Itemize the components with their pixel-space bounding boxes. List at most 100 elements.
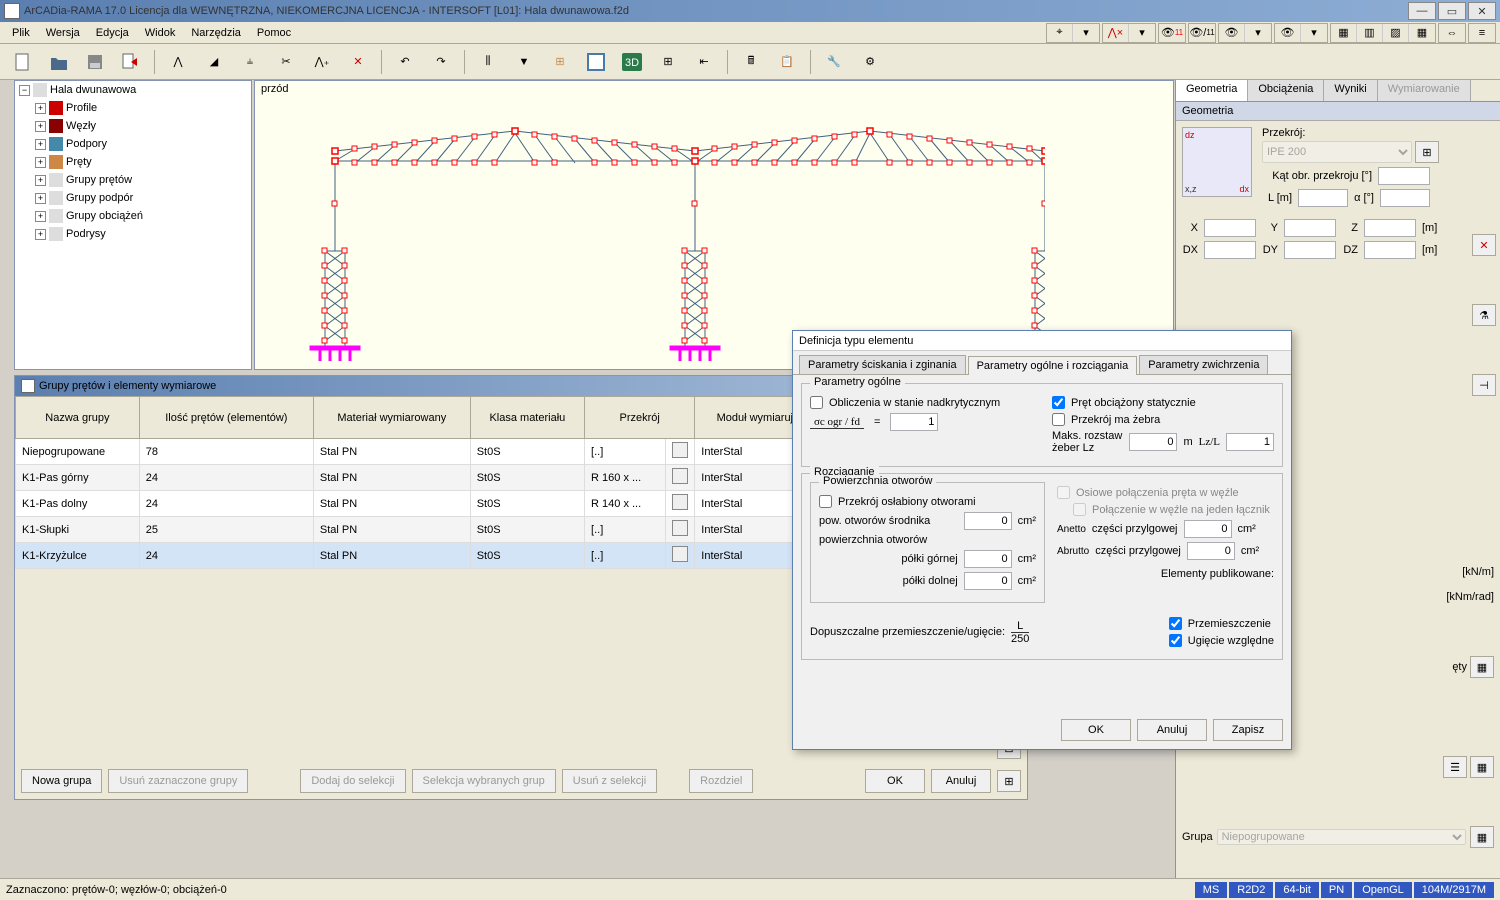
- nowa-grupa-button[interactable]: Nowa grupa: [21, 769, 102, 793]
- menu-narzedzia[interactable]: Narzędzia: [183, 25, 249, 41]
- delete-icon[interactable]: ✕: [343, 47, 373, 77]
- filter-icon[interactable]: ▼: [509, 47, 539, 77]
- node-tool-icon[interactable]: ⋀: [163, 47, 193, 77]
- tree-item-grupy-podpor[interactable]: +Grupy podpór: [31, 189, 251, 207]
- dropdown-icon[interactable]: ▾: [1073, 24, 1099, 42]
- menu-edycja[interactable]: Edycja: [88, 25, 137, 41]
- chk-ugiecie[interactable]: [1169, 634, 1182, 647]
- close-button[interactable]: ✕: [1468, 2, 1496, 20]
- tree-item-grupy-pretow[interactable]: +Grupy prętów: [31, 171, 251, 189]
- expand-icon[interactable]: +: [35, 193, 46, 204]
- rotation-input[interactable]: [1378, 167, 1430, 185]
- tab-ogolne[interactable]: Parametry ogólne i rozciągania: [968, 356, 1138, 375]
- dialog-ok-button[interactable]: OK: [1061, 719, 1131, 741]
- badge-opengl[interactable]: OpenGL: [1354, 882, 1412, 898]
- report-icon[interactable]: 📋: [772, 47, 802, 77]
- arrow-left-right-icon[interactable]: ⇔: [1439, 24, 1465, 42]
- table-icon[interactable]: [581, 47, 611, 77]
- collapse-icon[interactable]: −: [19, 85, 30, 96]
- badge-ms[interactable]: MS: [1195, 882, 1228, 898]
- menu-widok[interactable]: Widok: [137, 25, 184, 41]
- view-eye-3-icon[interactable]: 👁: [1219, 24, 1245, 42]
- dropdown-icon[interactable]: ▾: [1129, 24, 1155, 42]
- X-input[interactable]: [1204, 219, 1256, 237]
- structure-canvas[interactable]: przód: [254, 80, 1174, 370]
- more-icon[interactable]: ≡: [1469, 24, 1495, 42]
- view-eye-1-icon[interactable]: 👁11: [1159, 24, 1185, 42]
- formula-input[interactable]: [890, 413, 938, 431]
- chk-pret-stat[interactable]: [1052, 396, 1065, 409]
- DY-input[interactable]: [1284, 241, 1336, 259]
- grupa-button[interactable]: ▦: [1470, 826, 1494, 848]
- 3d-view-icon[interactable]: 3D: [617, 47, 647, 77]
- rozdziel-button[interactable]: Rozdziel: [689, 769, 753, 793]
- grid-a-icon[interactable]: ▦: [1331, 24, 1357, 42]
- ety-button[interactable]: ▦: [1470, 656, 1494, 678]
- przekroj-select[interactable]: IPE 200: [1262, 141, 1412, 163]
- row-section-button[interactable]: [672, 468, 688, 484]
- expand-icon[interactable]: +: [35, 157, 46, 168]
- polka-gorna-input[interactable]: [964, 550, 1012, 568]
- chk-oslab[interactable]: [819, 495, 832, 508]
- srodnik-input[interactable]: [964, 512, 1012, 530]
- row-section-button[interactable]: [672, 494, 688, 510]
- settings-icon[interactable]: 🔧: [819, 47, 849, 77]
- support-tool-icon[interactable]: ⫨: [235, 47, 265, 77]
- abrutto-input[interactable]: [1187, 542, 1235, 560]
- col-material[interactable]: Materiał wymiarowany: [313, 397, 470, 439]
- view-eye-2-icon[interactable]: 👁/11: [1189, 24, 1215, 42]
- polka-dolna-input[interactable]: [964, 572, 1012, 590]
- align-icon[interactable]: ⇤: [689, 47, 719, 77]
- minimize-button[interactable]: —: [1408, 2, 1436, 20]
- expand-icon[interactable]: +: [35, 103, 46, 114]
- dialog-anuluj-button[interactable]: Anuluj: [1137, 719, 1207, 741]
- expand-icon[interactable]: +: [35, 139, 46, 150]
- alpha-input[interactable]: [1380, 189, 1430, 207]
- menu-plik[interactable]: Plik: [4, 25, 38, 41]
- tree-root[interactable]: − Hala dwunawowa: [15, 81, 251, 99]
- expand-icon[interactable]: +: [35, 229, 46, 240]
- tree-item-podpory[interactable]: +Podpory: [31, 135, 251, 153]
- selekcja-button[interactable]: Selekcja wybranych grup: [412, 769, 556, 793]
- tab-sciskanie[interactable]: Parametry ściskania i zginania: [799, 355, 966, 374]
- loads-icon[interactable]: ⫼: [473, 47, 503, 77]
- pin-button[interactable]: ⊣: [1472, 374, 1496, 396]
- project-tree[interactable]: − Hala dwunawowa +Profile +Węzły +Podpor…: [14, 80, 252, 370]
- przekroj-edit-button[interactable]: ⊞: [1415, 141, 1439, 163]
- dropdown-icon[interactable]: ▾: [1301, 24, 1327, 42]
- tab-wyniki[interactable]: Wyniki: [1324, 80, 1377, 101]
- badge-pn[interactable]: PN: [1321, 882, 1352, 898]
- add-axis-icon[interactable]: ⋀₊: [307, 47, 337, 77]
- L-input[interactable]: [1298, 189, 1348, 207]
- menu-wersja[interactable]: Wersja: [38, 25, 88, 41]
- grid-view-icon[interactable]: ⊞: [653, 47, 683, 77]
- list-a-button[interactable]: ☰: [1443, 756, 1467, 778]
- config-icon[interactable]: ⚙: [855, 47, 885, 77]
- menu-pomoc[interactable]: Pomoc: [249, 25, 299, 41]
- list-b-button[interactable]: ▦: [1470, 756, 1494, 778]
- DZ-input[interactable]: [1364, 241, 1416, 259]
- col-klasa[interactable]: Klasa materiału: [470, 397, 584, 439]
- badge-64bit[interactable]: 64-bit: [1275, 882, 1319, 898]
- col-nazwa[interactable]: Nazwa grupy: [16, 397, 140, 439]
- groups-extra-a-button[interactable]: ⊞: [997, 770, 1021, 792]
- tab-geometria[interactable]: Geometria: [1176, 80, 1248, 101]
- flask-button[interactable]: ⚗: [1472, 304, 1496, 326]
- undo-icon[interactable]: ↶: [390, 47, 420, 77]
- zoom-tool-icon[interactable]: ⌖: [1047, 24, 1073, 42]
- col-ilosc[interactable]: Ilość prętów (elementów): [139, 397, 313, 439]
- lz-ratio-input[interactable]: [1226, 433, 1274, 451]
- row-section-button[interactable]: [672, 520, 688, 536]
- usun-sel-button[interactable]: Usuń z selekcji: [562, 769, 657, 793]
- expand-icon[interactable]: +: [35, 121, 46, 132]
- dialog-zapisz-button[interactable]: Zapisz: [1213, 719, 1283, 741]
- tab-zwichrzenie[interactable]: Parametry zwichrzenia: [1139, 355, 1268, 374]
- tree-item-grupy-obciazen[interactable]: +Grupy obciążeń: [31, 207, 251, 225]
- anetto-input[interactable]: [1184, 520, 1232, 538]
- groups-anuluj-button[interactable]: Anuluj: [931, 769, 991, 793]
- grid-b-icon[interactable]: ▥: [1357, 24, 1383, 42]
- expand-icon[interactable]: +: [35, 175, 46, 186]
- save-file-icon[interactable]: [80, 47, 110, 77]
- badge-r2d2[interactable]: R2D2: [1229, 882, 1273, 898]
- cut-tool-icon[interactable]: ✂: [271, 47, 301, 77]
